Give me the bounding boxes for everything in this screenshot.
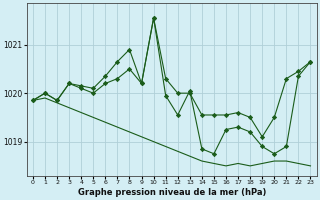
X-axis label: Graphe pression niveau de la mer (hPa): Graphe pression niveau de la mer (hPa) xyxy=(77,188,266,197)
